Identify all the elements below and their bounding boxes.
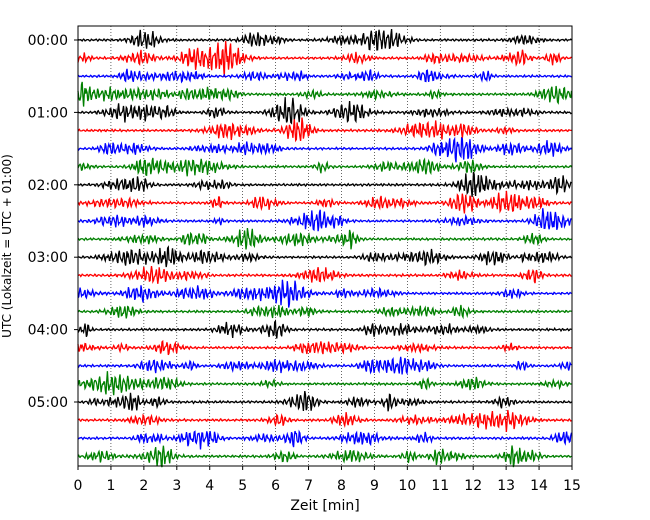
y-tick-label-05:00: 05:00 [28,395,68,411]
trace-row-9 [77,190,572,214]
trace-series [77,28,573,468]
plot-frame [77,25,573,467]
x-axis-ticks: 0 1 2 3 4 5 6 7 8 9 10 11 12 13 14 15 [74,466,581,494]
x-tick-label-3: 3 [172,478,181,494]
trace-row-16 [77,319,572,339]
trace-row-15 [77,304,572,320]
x-tick-label-1: 1 [106,478,115,494]
trace-row-0 [77,28,573,51]
x-tick-label-9: 9 [370,478,379,494]
y-tick-label-03:00: 03:00 [28,250,68,266]
trace-row-11 [77,227,572,250]
x-tick-label-13: 13 [497,478,515,494]
y-tick-label-00:00: 00:00 [28,33,68,49]
x-tick-label-5: 5 [238,478,247,494]
trace-row-3 [77,81,573,107]
grid-lines [110,26,540,466]
x-tick-label-14: 14 [530,478,548,494]
x-tick-label-0: 0 [74,478,83,494]
y-tick-label-01:00: 01:00 [28,105,68,121]
trace-row-23 [77,445,572,468]
x-axis-label: Zeit [min] [290,498,359,514]
x-tick-label-8: 8 [337,478,346,494]
trace-row-12 [78,245,573,268]
trace-row-13 [77,266,572,285]
trace-row-18 [77,356,572,376]
trace-row-22 [77,429,573,450]
trace-row-1 [77,41,572,78]
x-tick-label-12: 12 [464,478,482,494]
trace-row-20 [77,390,573,412]
trace-row-10 [77,208,572,232]
y-tick-label-04:00: 04:00 [28,323,68,339]
y-axis-label: UTC (Lokalzeit = UTC + 01:00) [0,154,14,338]
y-tick-label-02:00: 02:00 [28,178,68,194]
x-tick-label-15: 15 [563,478,581,494]
x-tick-label-2: 2 [139,478,148,494]
trace-row-14 [77,279,572,308]
x-tick-label-11: 11 [431,478,449,494]
trace-row-17 [77,339,572,356]
trace-row-21 [77,409,572,432]
x-tick-label-4: 4 [205,478,214,494]
y-axis-ticks: 00:00 01:00 02:00 03:00 04:00 05:00 [28,33,78,411]
trace-row-5 [77,117,572,143]
x-tick-label-6: 6 [271,478,280,494]
trace-row-4 [77,97,572,125]
trace-row-6 [77,136,573,163]
trace-row-8 [77,171,572,198]
x-tick-label-10: 10 [398,478,416,494]
x-tick-label-7: 7 [304,478,313,494]
trace-row-7 [77,157,573,177]
trace-row-19 [77,371,572,396]
trace-row-2 [77,68,572,84]
